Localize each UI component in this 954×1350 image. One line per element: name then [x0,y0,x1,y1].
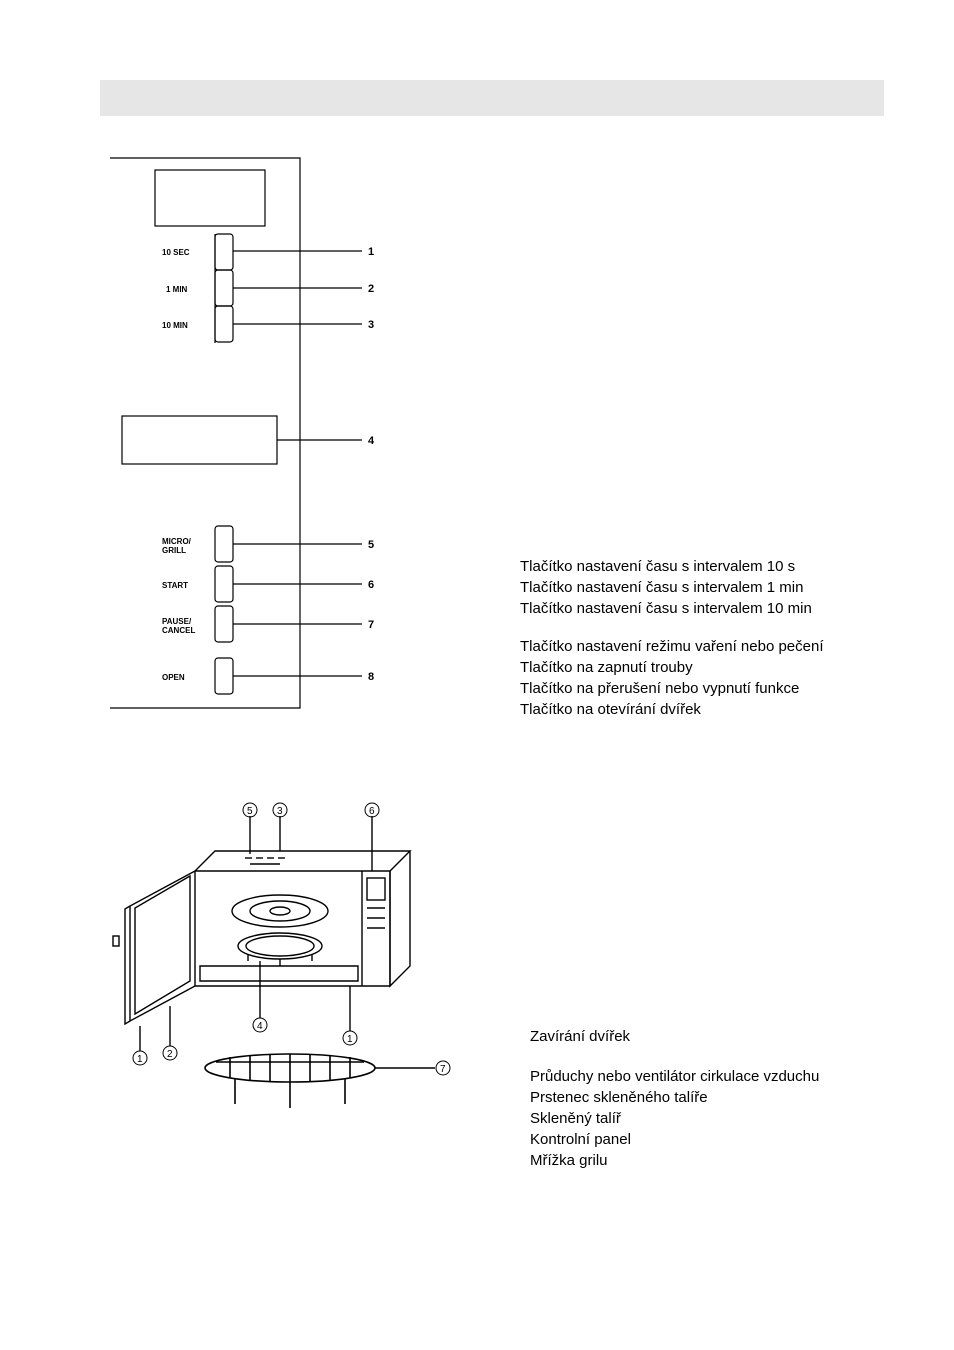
callout-4: 4 [368,435,375,447]
desc-3: Tlačítko nastavení času s intervalem 10 … [520,598,812,619]
part-6: Kontrolní panel [530,1129,819,1150]
control-panel-diagram: 10 SEC 1 MIN 10 MIN MICRO/ GRILL START P… [100,156,380,716]
label-start: START [162,581,188,590]
callout-2: 2 [368,283,374,295]
part-7: Mřížka grilu [530,1150,819,1171]
callout-6: 6 [368,579,374,591]
part-3: Průduchy nebo ventilátor cirkulace vzduc… [530,1066,819,1087]
callout-3: 3 [368,319,374,331]
svg-text:4: 4 [257,1021,263,1032]
desc-6: Tlačítko na zapnutí trouby [520,657,824,678]
part-5: Skleněný talíř [530,1108,819,1129]
label-micro: MICRO/ [162,537,192,546]
desc-5: Tlačítko nastavení režimu vaření nebo pe… [520,636,824,657]
label-1min: 1 MIN [166,285,188,294]
callout-1: 1 [368,246,374,258]
callout-8: 8 [368,671,374,683]
label-grill: GRILL [162,546,186,555]
callout-7: 7 [368,619,374,631]
svg-text:1: 1 [347,1034,353,1045]
part-4: Prstenec skleněného talíře [530,1087,819,1108]
svg-text:1: 1 [137,1054,143,1065]
label-pause: PAUSE/ [162,617,192,626]
part-1: Zavírání dvířek [530,1026,630,1047]
label-10min: 10 MIN [162,321,188,330]
svg-text:6: 6 [369,806,375,817]
desc-2: Tlačítko nastavení času s intervalem 1 m… [520,577,812,598]
desc-1: Tlačítko nastavení času s intervalem 10 … [520,556,812,577]
label-10sec: 10 SEC [162,248,190,257]
microwave-diagram: 5 3 6 1 2 4 1 [100,796,460,1116]
svg-text:5: 5 [247,806,253,817]
label-cancel: CANCEL [162,626,195,635]
svg-text:7: 7 [440,1064,446,1075]
label-open: OPEN [162,673,185,682]
desc-7: Tlačítko na přerušení nebo vypnutí funkc… [520,678,824,699]
desc-8: Tlačítko na otevírání dvířek [520,699,824,720]
callout-5: 5 [368,539,374,551]
header-bar [100,80,884,116]
svg-text:2: 2 [167,1049,173,1060]
svg-text:3: 3 [277,806,283,817]
